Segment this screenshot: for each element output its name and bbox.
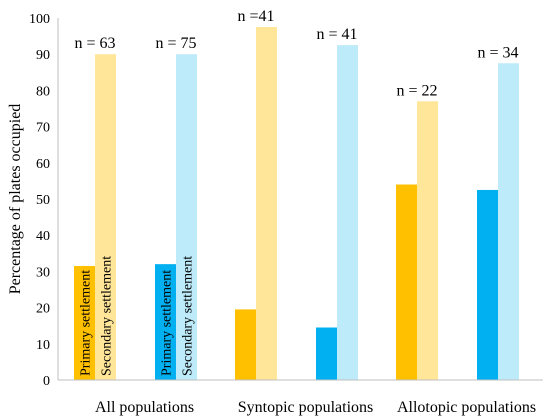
sample-size-annotation: n =41: [237, 8, 274, 25]
category-label: Syntopic populations: [238, 399, 374, 416]
y-tick-label: 20: [36, 302, 50, 317]
bar-secondary-settlement: [256, 27, 277, 381]
y-axis-label: Percentage of plates occupied: [7, 104, 24, 295]
bar-primary-settlement: [155, 264, 176, 380]
bar-secondary-settlement: [337, 45, 358, 381]
bar-primary-settlement: [74, 265, 95, 380]
y-tick-label: 10: [36, 338, 50, 353]
bar-secondary-settlement: [498, 63, 519, 380]
bar-label-primary-settlement: Primary settlement: [79, 270, 94, 376]
annotations: n = 63 Primary settlement Secondary settle…: [74, 8, 518, 376]
bar-label-secondary-settlement: Secondary settlement: [100, 256, 115, 376]
y-tick-label: 80: [36, 84, 50, 99]
y-axis-ticks: 0 10 20 30 40 50 60 70 80 90 100: [29, 12, 50, 389]
y-tick-label: 30: [36, 265, 50, 280]
y-tick-label: 90: [36, 48, 50, 63]
y-tick-label: 0: [43, 374, 50, 389]
bar-primary-settlement: [316, 327, 337, 380]
bar-primary-settlement: [235, 309, 256, 380]
bar-secondary-settlement: [95, 54, 116, 380]
sample-size-annotation: n = 22: [396, 82, 437, 99]
category-labels: All populations Syntopic populations Allot…: [95, 399, 536, 416]
bar-label-secondary-settlement: Secondary settlement: [181, 256, 196, 376]
y-tick-label: 60: [36, 157, 50, 172]
y-tick-label: 50: [36, 193, 50, 208]
bar-secondary-settlement: [176, 54, 197, 380]
y-tick-label: 100: [29, 12, 50, 27]
y-tick-label: 70: [36, 121, 50, 136]
bar-primary-settlement: [396, 184, 417, 380]
sample-size-annotation: n = 34: [477, 44, 518, 61]
bar-primary-settlement: [477, 189, 498, 380]
bar-secondary-settlement: [417, 101, 438, 380]
sample-size-annotation: n = 41: [316, 26, 357, 43]
y-tick-label: 40: [36, 229, 50, 244]
sample-size-annotation: n = 75: [155, 35, 196, 52]
category-label: Allotopic populations: [397, 399, 536, 416]
bar-label-primary-settlement: Primary settlement: [160, 270, 175, 376]
bars: [74, 27, 519, 381]
sample-size-annotation: n = 63: [74, 35, 115, 52]
category-label: All populations: [95, 399, 194, 416]
